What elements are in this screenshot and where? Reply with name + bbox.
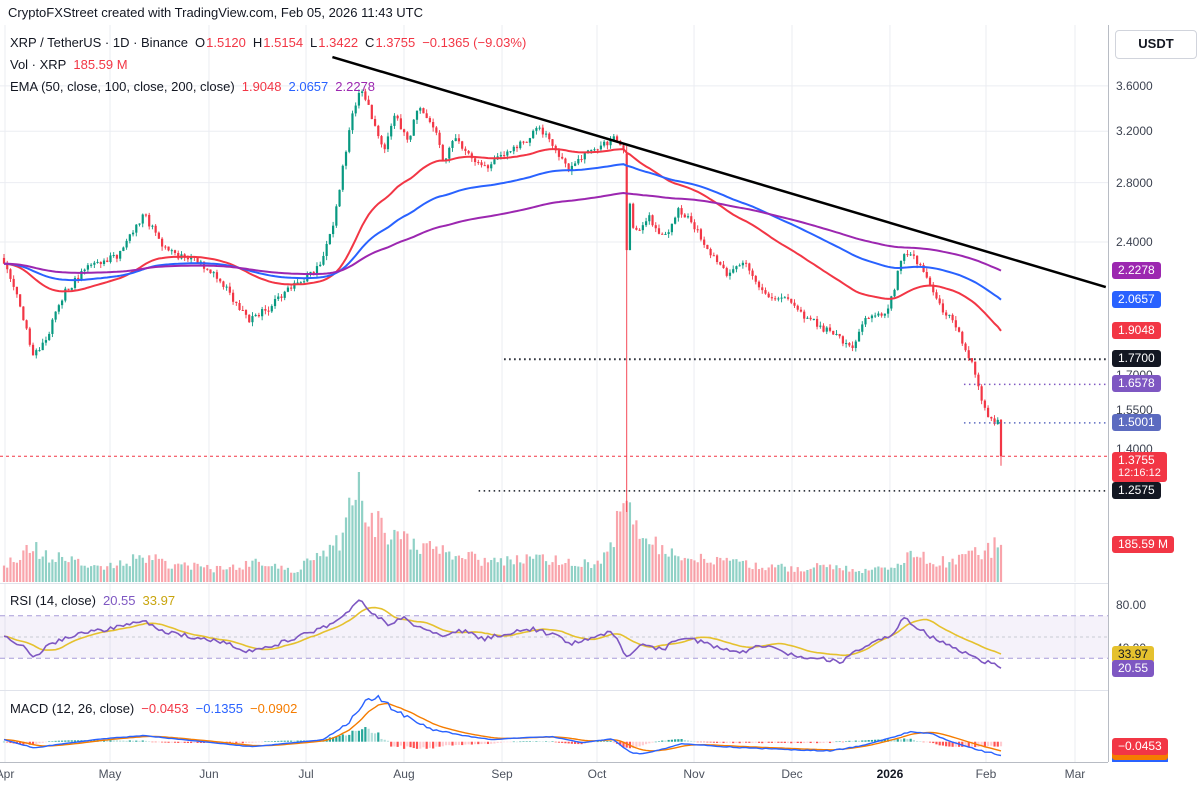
- price-axis-label: 1.5500: [1116, 403, 1153, 418]
- time-axis-label: Nov: [683, 767, 705, 781]
- macd-signal-value: −0.0902: [249, 700, 298, 716]
- bar-countdown: 12:16:12: [1118, 467, 1161, 480]
- price-axis-label: 3.2000: [1116, 124, 1153, 139]
- high-pair: H 1.5154: [253, 35, 303, 50]
- rsi-line: [3, 599, 1002, 669]
- attribution-text: CryptoFXStreet created with TradingView.…: [8, 5, 424, 20]
- open-value: 1.5120: [206, 34, 246, 50]
- time-axis-label: Jun: [199, 767, 219, 781]
- low-value: 1.3422: [318, 34, 359, 50]
- volume-bars: [2, 472, 1003, 582]
- time-axis-label: Jul: [298, 767, 314, 781]
- ema50-value: 1.9048: [241, 78, 282, 94]
- rsi-axis-label: 80.00: [1116, 598, 1147, 613]
- time-axis-label: Apr: [0, 767, 15, 781]
- rsi-ma-value: 33.97: [142, 592, 176, 608]
- pane-divider[interactable]: [0, 690, 1108, 691]
- attribution-bar: CryptoFXStreet created with TradingView.…: [0, 0, 1201, 25]
- unit-label: USDT: [1138, 36, 1174, 51]
- rsi-value-badge: 20.55: [1112, 660, 1155, 678]
- macd-row: MACD (12, 26, close) −0.0453 −0.1355 −0.…: [10, 697, 297, 719]
- support-price-badge: 1.2575: [1112, 481, 1161, 499]
- macd-line-value: −0.1355: [195, 700, 243, 716]
- rsi-pane[interactable]: [0, 584, 1108, 690]
- macd-hist-value: −0.0453: [141, 700, 189, 716]
- price-axis-column[interactable]: USDT 3.60003.20002.80002.40001.70001.550…: [1108, 25, 1201, 762]
- ema200-value: 2.2278: [335, 78, 376, 94]
- price-axis-label: 2.8000: [1116, 175, 1153, 190]
- ema-50-line: [3, 148, 1002, 332]
- time-axis-label: Dec: [781, 767, 803, 781]
- macd-histogram: [2, 727, 1003, 749]
- time-axis[interactable]: Apr May Jun Jul Aug Sep Oct Nov Dec 2026 Feb Mar: [0, 762, 1108, 785]
- low-label: L: [310, 34, 318, 50]
- macd-legend: MACD (12, 26, close) −0.0453 −0.1355 −0.…: [10, 697, 297, 719]
- ema50-price-badge: 1.9048: [1112, 321, 1161, 339]
- close-pair: C 1.3755: [365, 35, 415, 50]
- price-axis-label: 3.6000: [1116, 78, 1153, 93]
- level-price-badge: 1.5001: [1112, 413, 1161, 431]
- high-label: H: [252, 34, 263, 50]
- time-axis-label: Sep: [491, 767, 513, 781]
- rsi-value: 20.55: [102, 592, 136, 608]
- macd-line: [3, 694, 1002, 757]
- volume-row: Vol · XRP 185.59 M: [10, 53, 526, 75]
- time-axis-label: Mar: [1064, 767, 1086, 781]
- rsi-legend: RSI (14, close) 20.55 33.97: [10, 589, 175, 611]
- change-value: −0.1365 (−9.03%): [422, 34, 527, 50]
- ema-100-line: [3, 163, 1002, 301]
- time-axis-label: Aug: [393, 767, 415, 781]
- rsi-ma-badge: 33.97: [1112, 645, 1155, 663]
- descending-trendline[interactable]: [332, 55, 1107, 289]
- resistance-price-badge: 1.7700: [1112, 350, 1161, 368]
- price-pane[interactable]: [0, 25, 1108, 582]
- close-value: 1.3755: [375, 34, 416, 50]
- volume-indicator-label[interactable]: Vol · XRP: [10, 56, 67, 72]
- low-pair: L 1.3422: [310, 35, 358, 50]
- ema100-value: 2.0657: [288, 78, 329, 94]
- ema-200-line: [4, 191, 1002, 276]
- time-axis-label: May: [98, 767, 122, 781]
- last-price-badge: 1.3755 12:16:12: [1112, 452, 1167, 483]
- high-value: 1.5154: [263, 34, 304, 50]
- time-axis-label: Oct: [587, 767, 607, 781]
- volume-value: 185.59 M: [73, 56, 128, 72]
- macd-pane[interactable]: [0, 691, 1108, 762]
- open-pair: O 1.5120: [195, 35, 246, 50]
- ema200-price-badge: 2.2278: [1112, 261, 1161, 279]
- ema-row: EMA (50, close, 100, close, 200, close) …: [10, 75, 526, 97]
- time-axis-label: 2026: [876, 767, 904, 781]
- symbol-title[interactable]: XRP / TetherUS · 1D · Binance: [10, 34, 188, 50]
- volume-badge: 185.59 M: [1112, 535, 1175, 553]
- rsi-row: RSI (14, close) 20.55 33.97: [10, 589, 175, 611]
- macd-indicator-label[interactable]: MACD (12, 26, close): [10, 700, 135, 716]
- pane-divider[interactable]: [0, 583, 1108, 584]
- level-price-badge: 1.6578: [1112, 375, 1161, 393]
- price-gridlines: [0, 25, 1108, 582]
- rsi-indicator-label[interactable]: RSI (14, close): [10, 592, 96, 608]
- open-label: O: [195, 34, 206, 50]
- time-axis-label: Feb: [975, 767, 997, 781]
- ema-indicator-label[interactable]: EMA (50, close, 100, close, 200, close): [10, 78, 235, 94]
- ema100-price-badge: 2.0657: [1112, 290, 1161, 308]
- unit-selector[interactable]: USDT: [1115, 30, 1197, 59]
- macd-hist-badge: −0.0453: [1112, 738, 1168, 756]
- price-axis-label: 2.4000: [1116, 234, 1153, 249]
- close-label: C: [365, 34, 375, 50]
